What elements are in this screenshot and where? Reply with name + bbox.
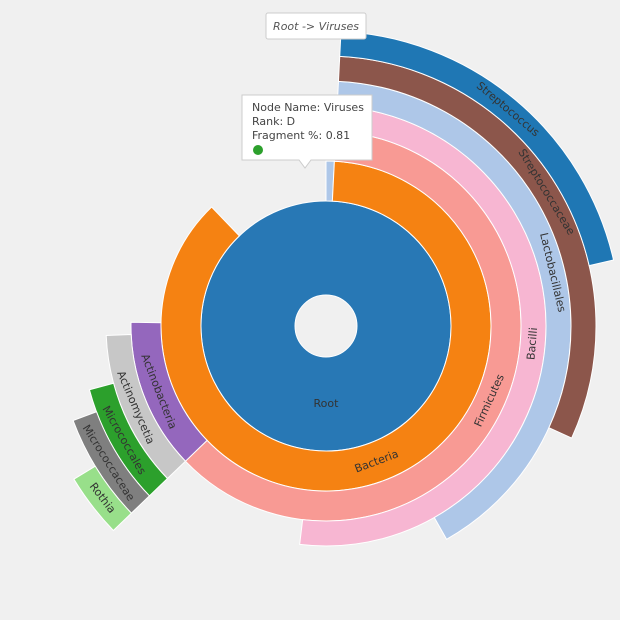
tooltip-rank: Rank: D — [252, 115, 295, 128]
segment-label: Bacilli — [524, 327, 540, 361]
sunburst-segment — [339, 30, 615, 267]
tooltip: Node Name: Viruses Rank: D Fragment %: 0… — [241, 94, 373, 169]
tooltip-box — [241, 94, 373, 169]
tooltip-dot — [253, 145, 263, 155]
sunburst: RootBacteriaFirmicutesActinobacteriaBaci… — [72, 30, 615, 547]
sunburst-segment — [73, 465, 133, 532]
breadcrumb-box — [265, 12, 367, 40]
tooltip-fragment: Fragment %: 0.81 — [252, 129, 350, 142]
sunburst-segment — [200, 200, 452, 452]
segment-label: Root — [314, 397, 340, 410]
breadcrumb-text: Root -> Viruses — [273, 20, 359, 33]
breadcrumb: Root -> Viruses — [265, 12, 367, 40]
tooltip-name: Node Name: Viruses — [252, 101, 364, 114]
